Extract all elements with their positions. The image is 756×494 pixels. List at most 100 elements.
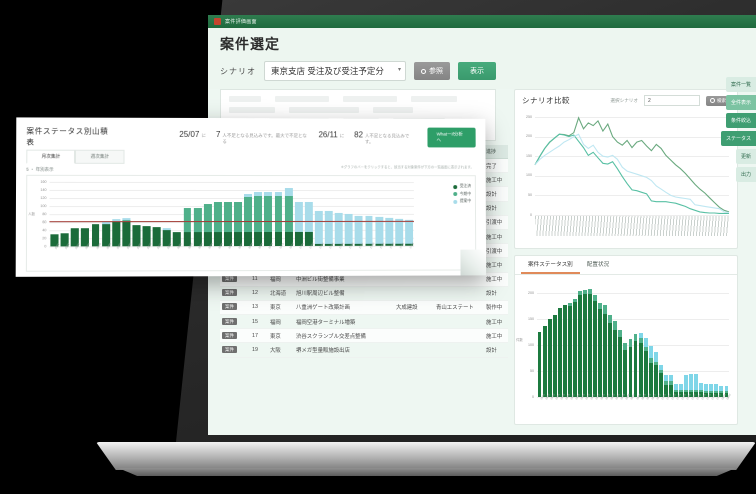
bar-segment[interactable]	[324, 210, 333, 245]
bar-segment[interactable]	[653, 364, 658, 397]
bar-segment[interactable]	[314, 210, 323, 245]
bar-segment[interactable]	[689, 391, 694, 397]
bar-segment[interactable]	[274, 196, 283, 233]
bar-segment[interactable]	[714, 383, 719, 391]
bar-segment[interactable]	[673, 391, 678, 397]
scenario-count-input[interactable]: 2	[644, 95, 700, 106]
bar-segment[interactable]	[638, 337, 643, 344]
bar-segment[interactable]	[593, 300, 598, 397]
bar-segment[interactable]	[547, 319, 552, 397]
bar-segment[interactable]	[567, 305, 572, 397]
reference-button[interactable]: 参照	[414, 62, 450, 80]
float-tab-0[interactable]: 月次集計	[26, 149, 76, 164]
bar-segment[interactable]	[583, 294, 587, 397]
bar-segment[interactable]	[643, 347, 648, 352]
bar-segment[interactable]	[223, 202, 232, 233]
bar-segment[interactable]	[284, 196, 293, 233]
bar-segment[interactable]	[213, 202, 222, 233]
bar-segment[interactable]	[254, 196, 263, 233]
bar-segment[interactable]	[567, 302, 572, 306]
bar-segment[interactable]	[689, 389, 694, 392]
bar-segment[interactable]	[234, 202, 243, 233]
bar-segment[interactable]	[699, 389, 704, 392]
bar-segment[interactable]	[633, 333, 638, 342]
bar-segment[interactable]	[724, 392, 729, 397]
side-button-5[interactable]: 出力	[735, 167, 756, 182]
bar-segment[interactable]	[663, 384, 668, 397]
line-series-1[interactable]	[534, 133, 729, 214]
bar-segment[interactable]	[714, 390, 719, 393]
display-button[interactable]: 表示	[458, 62, 496, 80]
bar-segment[interactable]	[658, 373, 663, 397]
bar-segment[interactable]	[679, 383, 683, 390]
bar-segment[interactable]	[663, 375, 668, 382]
side-button-1[interactable]: 全件表示	[725, 95, 756, 110]
bar-segment[interactable]	[618, 336, 623, 397]
bar-segment[interactable]	[704, 390, 709, 393]
line-series-0[interactable]	[534, 116, 730, 213]
bar-segment[interactable]	[653, 361, 658, 365]
bar-segment[interactable]	[628, 338, 633, 348]
bar-segment[interactable]	[593, 295, 598, 301]
bar-segment[interactable]	[699, 382, 704, 390]
table-row[interactable]: 案件 12 北海道 旭川駅周辺ビル整備 設計	[220, 286, 508, 301]
bar-segment[interactable]	[684, 389, 689, 392]
bar-segment[interactable]	[603, 314, 608, 397]
table-row[interactable]: 案件 17 東京 渋谷スクランブル交差点整備 施工中	[220, 328, 508, 344]
side-button-2[interactable]: 条件絞込	[725, 113, 756, 128]
bar-segment[interactable]	[623, 350, 628, 397]
bar-segment[interactable]	[628, 347, 633, 397]
bar-segment[interactable]	[163, 228, 171, 231]
bar-segment[interactable]	[673, 383, 678, 390]
bar-segment[interactable]	[588, 294, 593, 397]
bar-segment[interactable]	[633, 341, 638, 397]
bar-segment[interactable]	[203, 204, 212, 233]
bar-segment[interactable]	[699, 391, 704, 397]
bar-segment[interactable]	[648, 362, 653, 397]
bar-segment[interactable]	[704, 392, 709, 397]
bar-segment[interactable]	[709, 390, 714, 393]
bar-segment[interactable]	[679, 391, 683, 397]
bar-segment[interactable]	[101, 222, 110, 225]
bar-segment[interactable]	[244, 194, 253, 198]
bar-segment[interactable]	[613, 321, 618, 330]
float-tab-1[interactable]: 週次集計	[75, 149, 125, 164]
status-tab-1[interactable]: 配置状況	[586, 262, 610, 268]
status-tab-0[interactable]: 案件ステータス別	[521, 256, 580, 274]
bar-segment[interactable]	[684, 391, 689, 397]
bar-segment[interactable]	[663, 381, 668, 385]
bar-segment[interactable]	[613, 329, 618, 397]
bar-segment[interactable]	[638, 332, 643, 338]
bar-segment[interactable]	[244, 197, 253, 233]
bar-segment[interactable]	[668, 381, 673, 385]
bar-segment[interactable]	[562, 304, 567, 397]
bar-segment[interactable]	[122, 218, 131, 220]
bar-segment[interactable]	[608, 315, 613, 324]
bar-segment[interactable]	[694, 391, 699, 397]
bar-segment[interactable]	[673, 389, 678, 392]
bar-segment[interactable]	[648, 346, 653, 358]
bar-segment[interactable]	[704, 383, 709, 391]
scenario-search-button[interactable]: 検索	[706, 95, 730, 106]
bar-segment[interactable]	[334, 213, 343, 245]
bar-segment[interactable]	[274, 192, 283, 197]
scenario-select[interactable]: 東京支店 受注及び受注予定分 ▾	[264, 61, 406, 81]
bar-segment[interactable]	[689, 374, 694, 390]
bar-segment[interactable]	[709, 383, 714, 391]
bar-segment[interactable]	[719, 385, 724, 391]
table-row[interactable]: 案件 13 東京 八重洲ゲート改築計画 大成建設 青山エステート 製作中	[220, 300, 508, 316]
bar-segment[interactable]	[608, 323, 613, 397]
bar-segment[interactable]	[618, 329, 623, 337]
bar-segment[interactable]	[668, 375, 673, 382]
line-series-2[interactable]	[534, 133, 730, 214]
bar-segment[interactable]	[385, 217, 393, 245]
bar-segment[interactable]	[557, 307, 562, 397]
side-button-0[interactable]: 案件一覧	[725, 77, 756, 92]
bar-segment[interactable]	[572, 298, 577, 302]
bar-segment[interactable]	[294, 202, 303, 233]
whatif-button[interactable]: Whatーif分析へ	[427, 127, 476, 148]
bar-segment[interactable]	[542, 325, 547, 397]
bar-segment[interactable]	[603, 304, 608, 315]
bar-segment[interactable]	[694, 374, 699, 390]
side-button-3[interactable]: ステータス	[720, 131, 756, 146]
